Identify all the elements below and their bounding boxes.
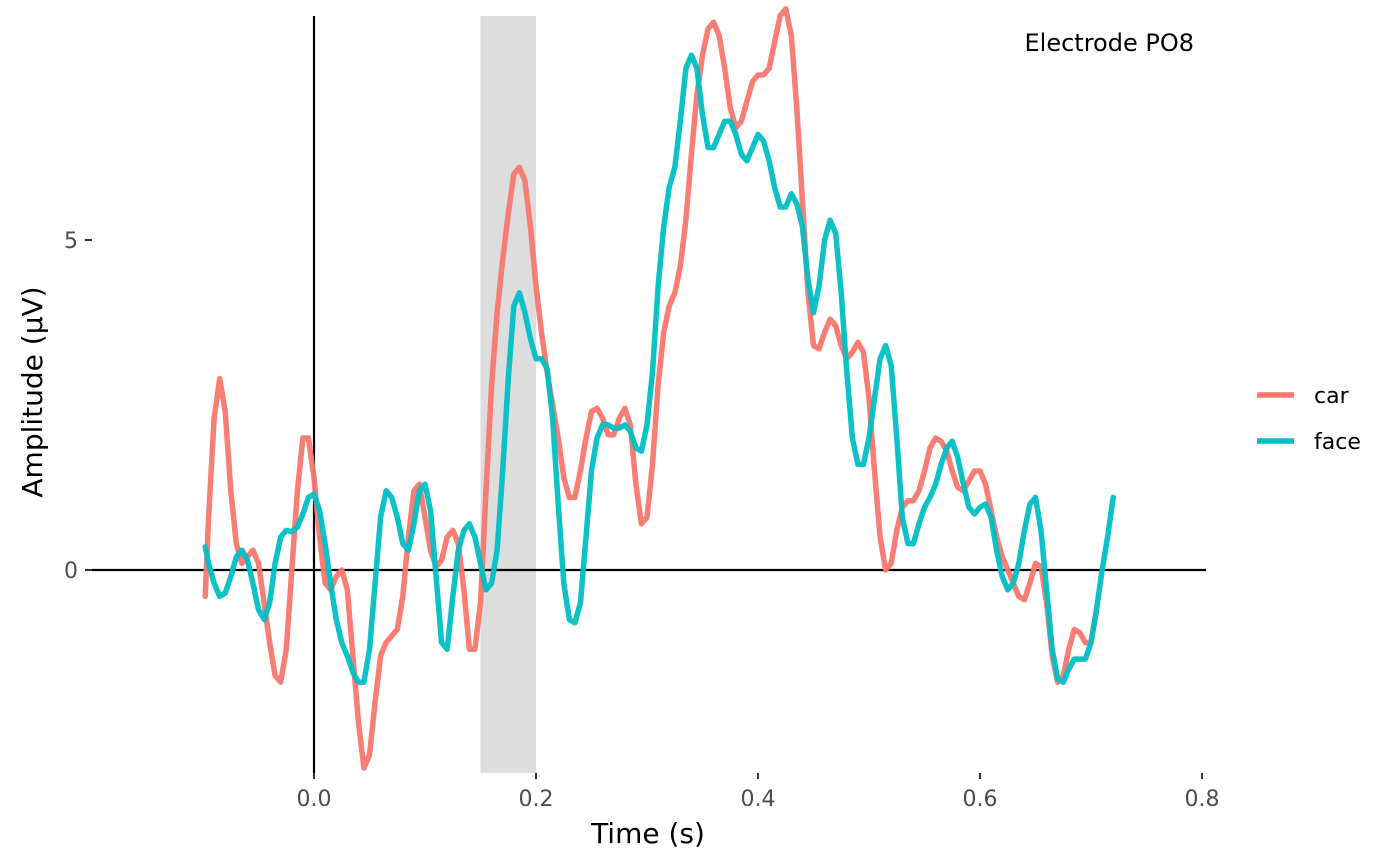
x-tick-label: 0.0 <box>297 787 332 812</box>
x-tick-label: 0.6 <box>963 787 998 812</box>
electrode-annotation: Electrode PO8 <box>1025 29 1195 57</box>
series-line-car <box>202 6 1100 771</box>
axes-layer: 0.0 0.2 0.4 0.6 0.8 0 5 <box>64 229 1220 812</box>
x-tick-label: 0.2 <box>519 787 554 812</box>
y-axis-title: Amplitude (μV) <box>16 286 49 497</box>
y-tick-label: 5 <box>64 229 78 254</box>
x-axis-title: Time (s) <box>590 817 705 850</box>
series-layer <box>202 6 1116 771</box>
y-tick-label: 0 <box>64 559 78 584</box>
legend-label-face: face <box>1314 430 1361 455</box>
legend: car face <box>1257 384 1361 455</box>
legend-label-car: car <box>1314 384 1350 409</box>
reference-lines-layer <box>92 16 1206 773</box>
series-line-face <box>202 52 1116 685</box>
x-tick-label: 0.4 <box>741 787 776 812</box>
x-tick-label: 0.8 <box>1185 787 1220 812</box>
